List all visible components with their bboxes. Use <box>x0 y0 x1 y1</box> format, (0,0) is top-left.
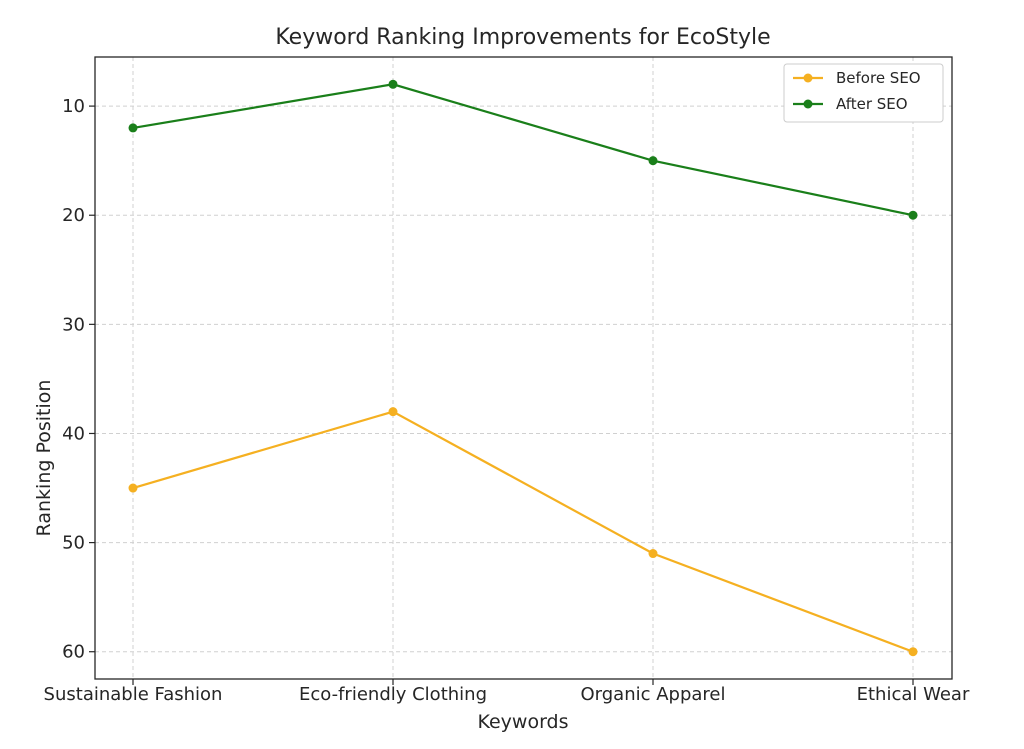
x-tick-label: Eco-friendly Clothing <box>299 684 487 705</box>
legend-item-after-seo: After SEO <box>793 95 908 113</box>
data-point-before-seo <box>908 647 918 657</box>
legend-marker <box>803 73 813 83</box>
data-point-after-seo <box>648 156 658 166</box>
y-tick-label: 20 <box>62 205 85 226</box>
data-point-after-seo <box>128 123 138 133</box>
series-lines <box>128 79 918 657</box>
grid <box>95 57 952 679</box>
legend-label: Before SEO <box>836 69 921 87</box>
series-line-after-seo <box>132 83 914 217</box>
y-tick-label: 30 <box>62 314 85 335</box>
data-point-after-seo <box>388 79 398 89</box>
axis-ticks: Sustainable Fashion Eco-friendly Clothing… <box>44 96 970 705</box>
y-axis-label: Ranking Position <box>33 380 55 537</box>
x-tick-label: Organic Apparel <box>580 684 725 705</box>
legend-item-before-seo: Before SEO <box>793 69 921 87</box>
y-tick-label: 50 <box>62 533 85 554</box>
data-point-before-seo <box>128 483 138 493</box>
chart-title: Keyword Ranking Improvements for EcoStyl… <box>275 25 770 50</box>
data-point-before-seo <box>648 549 658 559</box>
legend-box <box>783 63 944 123</box>
y-tick-label: 40 <box>62 423 85 444</box>
series-line-before-seo <box>132 410 914 653</box>
data-point-before-seo <box>388 407 398 417</box>
legend: Before SEO After SEO <box>783 63 944 123</box>
plot-frame <box>94 56 953 680</box>
x-tick-label: Ethical Wear <box>857 684 970 705</box>
y-tick-label: 10 <box>62 96 85 117</box>
legend-items: Before SEO After SEO <box>793 69 921 113</box>
legend-label: After SEO <box>836 95 908 113</box>
y-tick-label: 60 <box>62 642 85 663</box>
x-axis-label: Keywords <box>477 711 568 733</box>
data-point-after-seo <box>908 210 918 220</box>
x-tick-label: Sustainable Fashion <box>44 684 223 705</box>
legend-marker <box>803 99 813 109</box>
